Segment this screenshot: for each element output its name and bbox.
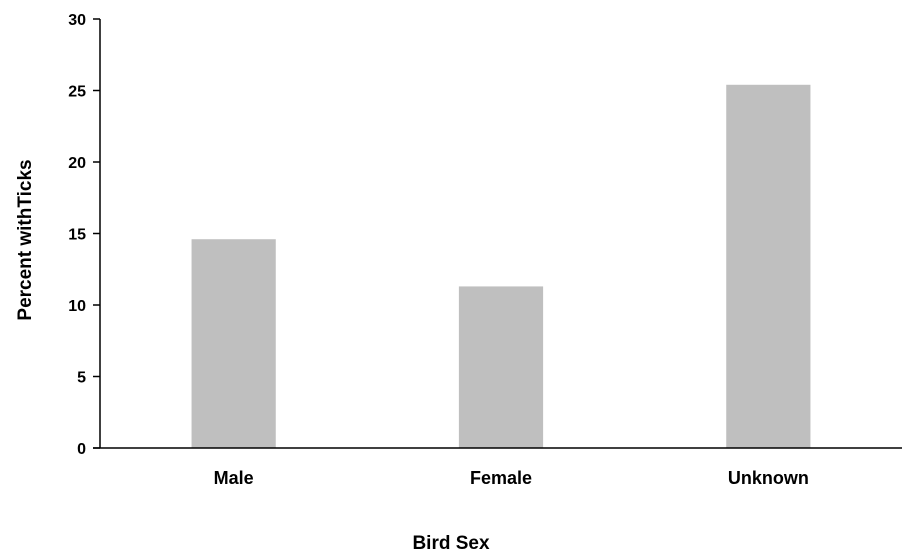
bars-group [191,84,811,448]
y-tick-label: 20 [68,155,86,172]
y-tick-label: 30 [68,12,86,29]
x-axis-title: Bird Sex [412,533,490,554]
y-tick-label: 5 [77,370,86,387]
y-tick-label: 15 [68,227,86,244]
y-tick-label: 10 [68,298,86,315]
x-tick-label: Unknown [728,468,809,488]
y-tick-label: 0 [77,441,86,458]
x-tick-label: Female [470,468,532,488]
bar-female [458,286,544,448]
x-labels-group: Male Female Unknown [214,468,809,488]
y-axis-title: Percent withTicks [15,159,36,320]
bar-unknown [726,84,811,448]
y-ticks-group: 0 5 10 15 20 25 30 [68,12,100,458]
bar-male [191,239,276,448]
x-tick-label: Male [214,468,254,488]
y-tick-label: 25 [68,84,86,101]
